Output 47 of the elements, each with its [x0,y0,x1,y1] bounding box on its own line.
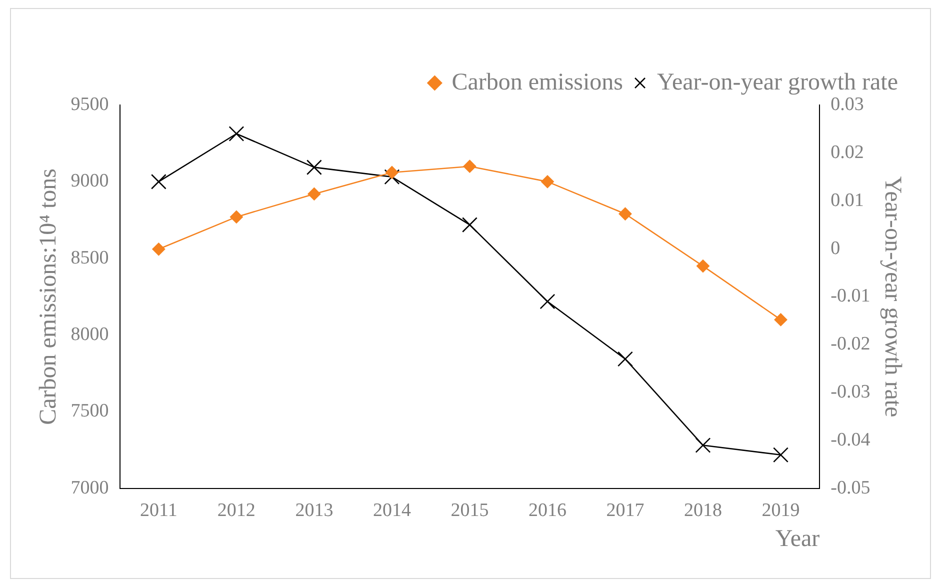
y-tick-label: 8500 [70,247,109,268]
x-tick-label: 2018 [684,500,722,521]
y2-axis-title: Year-on-year growth rate [879,176,906,418]
point [540,294,556,310]
point [773,447,788,463]
y-axis-title: Carbon emissions:10⁴ tons [36,168,62,425]
point [774,313,788,326]
y2-tick-label: -0.04 [830,429,871,450]
point [228,126,244,142]
x-tick-label: 2013 [295,500,334,521]
y2-tick-label: -0.01 [830,286,870,307]
point [463,160,476,173]
point [152,242,166,256]
point [696,260,710,273]
point [462,217,478,233]
point [306,160,322,176]
x-tick-label: 2016 [528,500,566,521]
point [308,187,321,200]
legend-label: Carbon emissions [452,69,624,96]
point [230,210,243,224]
point [618,351,633,367]
x-tick-label: 2019 [762,500,800,521]
y2-tick-label: 0.02 [830,142,864,163]
y2-tick-label: 0 [830,238,840,259]
y2-tick-label: -0.05 [830,477,870,498]
x-axis-title: Year [775,526,820,552]
y2-tick-label: -0.02 [830,334,870,355]
point [695,438,711,453]
y-tick-label: 8000 [70,324,109,346]
legend-label: Year-on-year growth rate [657,69,898,96]
x-tick-label: 2012 [217,500,256,521]
point [540,175,554,188]
point [385,166,398,179]
point [618,207,632,220]
x-tick-label: 2011 [140,500,178,521]
point [384,169,400,185]
x-tick-label: 2015 [450,500,489,521]
x-tick-label: 2017 [606,500,644,521]
y2-tick-label: 0.03 [830,94,864,115]
y-tick-label: 9500 [70,94,109,115]
x-tick-label: 2014 [372,500,412,521]
y-tick-label: 9000 [70,170,109,192]
y-tick-label: 7500 [70,400,109,422]
y2-tick-label: -0.03 [830,382,870,403]
y-tick-label: 7000 [70,477,109,498]
point [150,174,166,190]
y2-tick-label: 0.01 [830,190,864,211]
